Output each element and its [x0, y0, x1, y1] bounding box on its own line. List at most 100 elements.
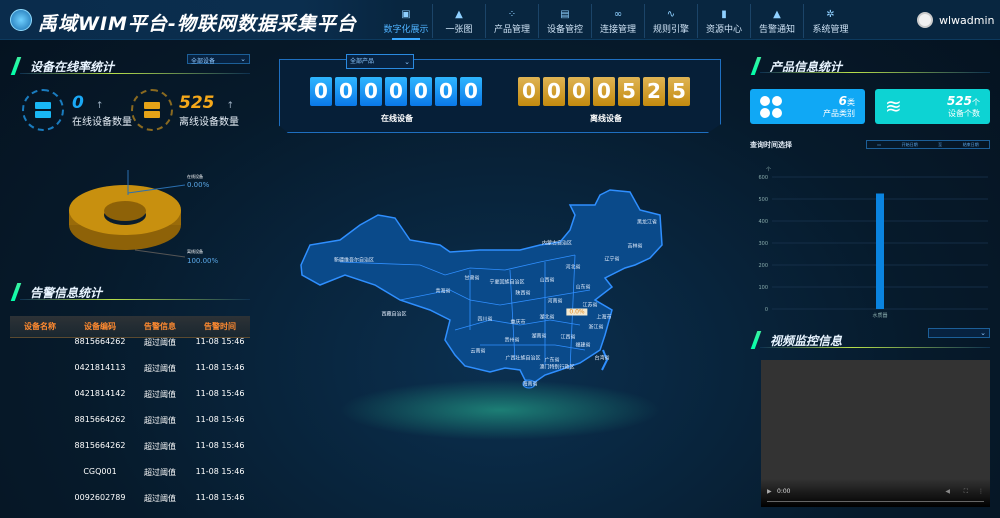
hainan-island: [522, 379, 536, 389]
category-label: 产品类别: [823, 109, 855, 118]
offline-label: 离线设备数量: [179, 116, 239, 128]
nav-item-5[interactable]: ∿ 规则引擎: [645, 4, 698, 38]
nav-item-0[interactable]: ▣ 数字化展示: [380, 4, 433, 40]
column-header: 告警时间: [204, 322, 236, 331]
table-cell: 11-08 15:46: [195, 467, 245, 476]
alarm-table-header: 设备名称 设备编码 告警信息 告警时间: [10, 316, 250, 338]
date-range-picker[interactable]: ▭ 开始日期 至 结束日期: [866, 140, 990, 149]
province-label[interactable]: 上海市: [596, 314, 612, 321]
nav-label: 数字化展示: [383, 25, 429, 35]
video-player[interactable]: ▶ 0:00 ◀ ⛶ ⋮: [761, 360, 990, 507]
nav-item-2[interactable]: ⁘ 产品管理: [486, 4, 539, 38]
province-label[interactable]: 河南省: [547, 298, 563, 305]
province-label[interactable]: 江苏省: [582, 302, 598, 309]
province-label[interactable]: 湖北省: [539, 314, 555, 321]
table-row[interactable]: 8815664262 超过阈值 11-08 15:46: [10, 441, 250, 452]
province-label[interactable]: 内蒙古自治区: [541, 240, 573, 247]
y-tick-label: 600: [758, 175, 768, 181]
table-cell: 超过阈值: [144, 416, 176, 425]
digit: 5: [668, 77, 690, 106]
province-label[interactable]: 山西省: [539, 277, 555, 284]
divider: [760, 72, 990, 73]
province-label[interactable]: 台湾省: [594, 355, 610, 362]
nav-label: 产品管理: [493, 25, 530, 35]
province-label[interactable]: 贵州省: [504, 337, 520, 344]
product-bar-chart: 个 0 100 200 300 400 500 600 水质器: [758, 167, 988, 319]
province-label[interactable]: 湖南省: [531, 333, 547, 340]
camera-select[interactable]: ⌄: [928, 328, 990, 338]
start-date-input[interactable]: 开始日期: [901, 141, 918, 147]
column-header: 设备编码: [84, 322, 116, 331]
province-label[interactable]: 新疆维吾尔自治区: [333, 257, 375, 264]
province-label[interactable]: 宁夏回族自治区: [489, 279, 525, 286]
nav-item-6[interactable]: ▮ 资源中心: [698, 4, 751, 38]
online-pie-chart: 在线设备 0.00% 离线设备 100.00%: [69, 170, 218, 265]
header: 禹域WIM平台-物联网数据采集平台 ▣ 数字化展示 ▲ 一张图 ⁘ 产品管理 ▤ 设备管控 ∞ 连…: [0, 0, 1000, 40]
table-cell: 8815664262: [74, 337, 126, 346]
more-icon[interactable]: ⋮: [978, 488, 984, 495]
clover-icon: [760, 96, 782, 118]
table-row[interactable]: 0421814142 超过阈值 11-08 15:46: [10, 389, 250, 400]
province-label[interactable]: 海南省: [522, 381, 538, 388]
user-menu[interactable]: wlwadmin ⌄: [917, 12, 1000, 28]
table-row[interactable]: 0421814113 超过阈值 11-08 15:46: [10, 363, 250, 374]
province-label[interactable]: 浙江省: [588, 324, 604, 331]
play-icon[interactable]: ▶: [767, 488, 772, 495]
chevron-down-icon: ⌄: [980, 329, 986, 337]
province-label[interactable]: 福建省: [575, 342, 591, 349]
grid-icon: ⁘: [507, 9, 517, 20]
mute-icon[interactable]: ◀: [945, 488, 950, 495]
pie-leader-line: [134, 249, 186, 258]
product-filter-select[interactable]: 全部产品 ⌄: [346, 54, 414, 69]
video-controls: ▶ 0:00 ◀ ⛶ ⋮: [761, 479, 990, 507]
digit: 0: [568, 77, 590, 106]
server-icon: [131, 89, 173, 131]
pie-legend-pct: 100.00%: [187, 257, 218, 265]
digit: 0: [460, 77, 482, 106]
province-label[interactable]: 甘肃省: [464, 275, 480, 282]
fullscreen-icon[interactable]: ⛶: [963, 488, 968, 495]
table-cell: 11-08 15:46: [195, 415, 245, 424]
nav-item-1[interactable]: ▲ 一张图: [433, 4, 486, 38]
nav-item-7[interactable]: ▲ 告警通知: [751, 4, 804, 38]
table-row[interactable]: 8815664262 超过阈值 11-08 15:46: [10, 337, 250, 348]
product-info-title: 产品信息统计: [750, 57, 842, 78]
bar: [876, 193, 884, 309]
query-time-label: 查询时间选择: [750, 141, 792, 149]
nav-item-4[interactable]: ∞ 连接管理: [592, 4, 645, 38]
column-header: 告警信息: [144, 322, 176, 331]
table-row[interactable]: 0092602789 超过阈值 11-08 15:46: [10, 493, 250, 504]
end-date-input[interactable]: 结束日期: [962, 141, 979, 147]
province-label[interactable]: 吉林省: [627, 243, 643, 250]
nav-item-8[interactable]: ✲ 系统管理: [804, 4, 857, 38]
province-label[interactable]: 云南省: [470, 348, 486, 355]
table-row[interactable]: 8815664262 超过阈值 11-08 15:46: [10, 415, 250, 426]
province-label[interactable]: 澳门特别行政区: [539, 364, 575, 371]
device-filter-select[interactable]: 全部设备 ⌄: [187, 54, 250, 65]
alarm-title: 告警信息统计: [10, 283, 102, 304]
province-label[interactable]: 辽宁省: [604, 256, 620, 263]
digit: 0: [593, 77, 615, 106]
province-label[interactable]: 青海省: [435, 288, 451, 295]
table-row[interactable]: CGQ001 超过阈值 11-08 15:46: [10, 467, 250, 478]
province-label[interactable]: 山东省: [575, 284, 591, 291]
pie-leader-line: [127, 184, 186, 194]
province-label[interactable]: 江西省: [560, 334, 576, 341]
province-label[interactable]: 陕西省: [515, 290, 531, 297]
province-label[interactable]: 西藏自治区: [381, 311, 407, 318]
province-label[interactable]: 重庆市: [510, 319, 526, 326]
offline-digits-label: 离线设备: [590, 114, 622, 123]
calendar-icon: ▭: [877, 142, 882, 147]
province-label[interactable]: 广西壮族自治区: [505, 355, 541, 362]
digit: 2: [643, 77, 665, 106]
province-label[interactable]: 黑龙江省: [636, 219, 658, 226]
province-label[interactable]: 广东省: [544, 357, 560, 364]
video-progress-bar[interactable]: [767, 501, 984, 502]
offline-count: 525: [179, 92, 215, 113]
nav-item-3[interactable]: ▤ 设备管控: [539, 4, 592, 38]
category-unit: 类: [847, 98, 855, 107]
y-tick-label: 400: [758, 219, 768, 225]
province-label[interactable]: 河北省: [565, 264, 581, 271]
province-label[interactable]: 四川省: [477, 316, 493, 323]
